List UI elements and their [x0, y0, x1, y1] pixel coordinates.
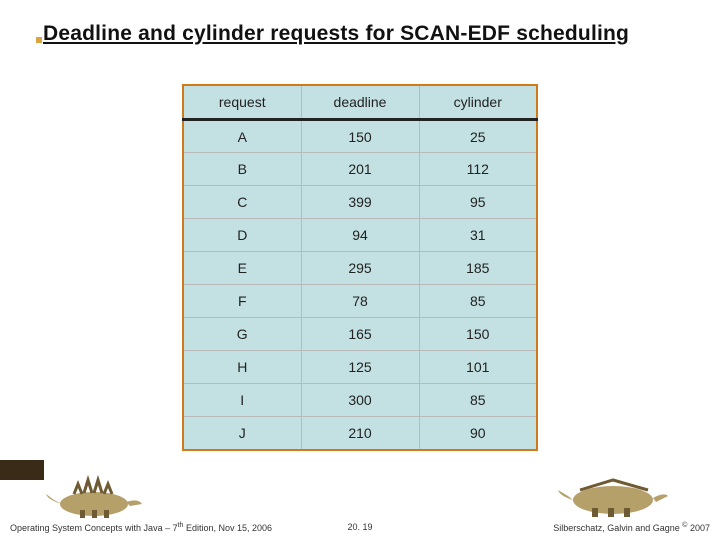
table-row: D9431 [183, 219, 537, 252]
col-header-cylinder: cylinder [419, 85, 537, 120]
left-accent-bar [0, 460, 44, 480]
cell-request: I [183, 384, 301, 417]
cell-deadline: 399 [301, 186, 419, 219]
footer-right-suffix: 2007 [687, 523, 710, 533]
table-container: request deadline cylinder A15025B201112C… [182, 84, 538, 451]
cell-request: C [183, 186, 301, 219]
cell-request: G [183, 318, 301, 351]
cell-cylinder: 85 [419, 285, 537, 318]
cell-deadline: 150 [301, 120, 419, 153]
footer-right-prefix: Silberschatz, Galvin and Gagne [553, 523, 682, 533]
cell-request: F [183, 285, 301, 318]
footer-left-suffix: Edition, Nov 15, 2006 [183, 523, 272, 533]
cell-request: J [183, 417, 301, 450]
cell-deadline: 210 [301, 417, 419, 450]
footer-left: Operating System Concepts with Java – 7t… [10, 522, 272, 533]
cell-deadline: 165 [301, 318, 419, 351]
cell-deadline: 94 [301, 219, 419, 252]
cell-cylinder: 90 [419, 417, 537, 450]
cell-cylinder: 150 [419, 318, 537, 351]
slide: Deadline and cylinder requests for SCAN-… [0, 0, 720, 540]
cell-cylinder: 25 [419, 120, 537, 153]
table-row: G165150 [183, 318, 537, 351]
scan-edf-table: request deadline cylinder A15025B201112C… [182, 84, 538, 451]
dinosaur-left-icon [44, 460, 144, 518]
table-row: C39995 [183, 186, 537, 219]
table-row: E295185 [183, 252, 537, 285]
cell-request: B [183, 153, 301, 186]
cell-deadline: 78 [301, 285, 419, 318]
title-row: Deadline and cylinder requests for SCAN-… [36, 22, 700, 46]
col-header-request: request [183, 85, 301, 120]
col-header-deadline: deadline [301, 85, 419, 120]
cell-cylinder: 112 [419, 153, 537, 186]
cell-request: D [183, 219, 301, 252]
cell-deadline: 295 [301, 252, 419, 285]
title-accent-square [36, 37, 42, 43]
footer-left-prefix: Operating System Concepts with Java – 7 [10, 523, 178, 533]
table-header-row: request deadline cylinder [183, 85, 537, 120]
table-row: A15025 [183, 120, 537, 153]
slide-title: Deadline and cylinder requests for SCAN-… [43, 22, 629, 46]
cell-cylinder: 95 [419, 186, 537, 219]
footer: Operating System Concepts with Java – 7t… [0, 518, 720, 536]
cell-request: H [183, 351, 301, 384]
cell-deadline: 300 [301, 384, 419, 417]
cell-request: E [183, 252, 301, 285]
cell-cylinder: 185 [419, 252, 537, 285]
cell-cylinder: 85 [419, 384, 537, 417]
table-row: H125101 [183, 351, 537, 384]
table-row: B201112 [183, 153, 537, 186]
footer-right: Silberschatz, Galvin and Gagne © 2007 [553, 522, 710, 533]
cell-deadline: 125 [301, 351, 419, 384]
table-row: F7885 [183, 285, 537, 318]
dinosaur-right-icon [558, 462, 668, 518]
cell-cylinder: 31 [419, 219, 537, 252]
cell-deadline: 201 [301, 153, 419, 186]
cell-request: A [183, 120, 301, 153]
table-row: J21090 [183, 417, 537, 450]
cell-cylinder: 101 [419, 351, 537, 384]
table-row: I30085 [183, 384, 537, 417]
